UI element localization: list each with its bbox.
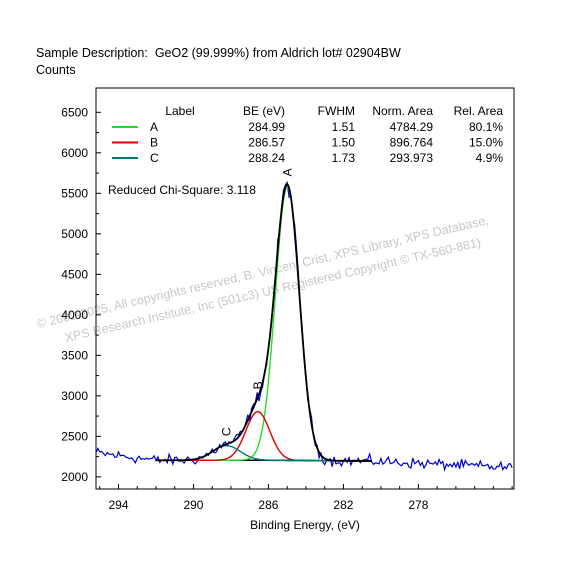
y-tick-label: 3000 [61, 389, 88, 403]
y-tick-label: 5000 [61, 227, 88, 241]
y-tick-label: 6500 [61, 105, 88, 119]
legend-header: Norm. Area [372, 104, 433, 118]
y-tick-label: 6000 [61, 146, 88, 160]
x-axis-label: Binding Energy, (eV) [250, 518, 360, 532]
envelope-line [155, 183, 372, 462]
y-tick-label: 5500 [61, 186, 88, 200]
plot-area: A B C [95, 168, 513, 472]
peak-label-a: A [280, 168, 294, 176]
peak-label-b: B [251, 381, 265, 389]
legend-cell: A [150, 120, 158, 134]
sample-description-text: GeO2 (99.999%) from Aldrich lot# 02904BW [154, 46, 401, 60]
y-tick-label: 4500 [61, 267, 88, 281]
watermark-line-1: © 2002-2025, All copyrights reserved, B.… [36, 213, 490, 331]
legend-cell: B [150, 136, 158, 150]
legend-cell: 4784.29 [390, 120, 434, 134]
legend-cell: 896.764 [390, 136, 434, 150]
legend-header: Label [165, 104, 194, 118]
x-tick-label: 294 [108, 498, 128, 512]
component-c-line [155, 444, 372, 462]
legend-header: BE (eV) [243, 104, 285, 118]
plot-frame [95, 87, 515, 490]
legend-table: Label BE (eV) FWHM Norm. Area Rel. Area A 284.… [112, 104, 503, 165]
component-a-line [155, 185, 372, 462]
y-tick-label: 2000 [61, 470, 88, 484]
axes: 2000 2500 3000 3500 4000 4500 5000 5500 6000 6500… [61, 105, 513, 512]
x-tick-label: 290 [183, 498, 203, 512]
x-tick-label: 286 [258, 498, 278, 512]
legend-cell: 286.57 [248, 136, 285, 150]
y-tick-label: 4000 [61, 308, 88, 322]
y-tick-label: 3500 [61, 348, 88, 362]
watermark: © 2002-2025, All copyrights reserved, B.… [36, 213, 490, 345]
legend-cell: 1.73 [332, 151, 356, 165]
sample-description: Sample Description: GeO2 (99.999%) from … [36, 46, 401, 60]
legend-cell: 293.973 [390, 151, 434, 165]
legend-cell: 4.9% [476, 151, 504, 165]
legend-header: Rel. Area [454, 104, 504, 118]
legend-header: FWHM [318, 104, 355, 118]
y-axis-title: Counts [36, 63, 76, 77]
y-tick-label: 2500 [61, 429, 88, 443]
sample-description-label: Sample Description: [36, 46, 148, 60]
chi-square-annotation: Reduced Chi-Square: 3.118 [108, 183, 256, 197]
x-tick-label: 282 [333, 498, 353, 512]
x-tick-label: 278 [408, 498, 428, 512]
peak-label-c: C [219, 427, 233, 436]
legend-cell: C [150, 151, 159, 165]
legend-cell: 284.99 [248, 120, 285, 134]
legend-cell: 1.51 [332, 120, 356, 134]
legend-cell: 288.24 [248, 151, 285, 165]
legend-cell: 15.0% [469, 136, 503, 150]
legend-cell: 80.1% [469, 120, 503, 134]
legend-cell: 1.50 [332, 136, 356, 150]
